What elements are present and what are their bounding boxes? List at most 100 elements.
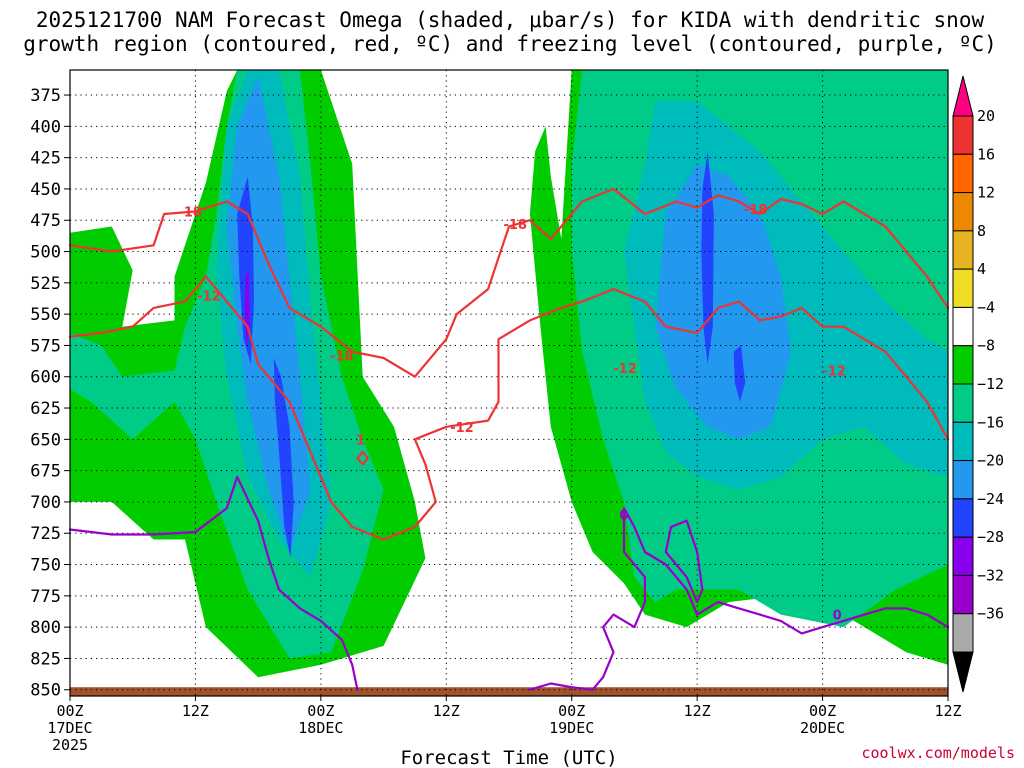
y-tick-label-750: 750 (30, 556, 61, 576)
omega-region-a-core1 (237, 176, 254, 365)
colorbar-segment-9 (952, 460, 974, 500)
colorbar-bottom-arrow (952, 651, 974, 693)
x-tick-label-72: 00Z (809, 702, 836, 720)
y-tick-label-700: 700 (30, 493, 61, 513)
x-date-label-72: 20DEC (800, 719, 845, 737)
colorbar-label-3: 8 (977, 222, 986, 240)
grid-lines (70, 70, 948, 696)
colorbar-label-5: −4 (977, 298, 995, 316)
omega-region-b-vstrong (655, 163, 792, 440)
y-tick-label-625: 625 (30, 399, 61, 419)
y-tick-label-550: 550 (30, 305, 61, 325)
x-tick-label-48: 00Z (558, 702, 585, 720)
omega-region-b-core2 (733, 345, 746, 402)
colorbar-label-8: −16 (977, 413, 1004, 431)
x-date-label-24: 18DEC (298, 719, 343, 737)
colorbar-label-12: −32 (977, 566, 1004, 584)
y-tick-label-600: 600 (30, 368, 61, 388)
colorbar-segment-10 (952, 498, 974, 538)
y-tick-label-800: 800 (30, 618, 61, 638)
colorbar-top-arrow (952, 75, 974, 117)
colorbar-label-0: 20 (977, 107, 995, 125)
y-tick-label-525: 525 (30, 274, 61, 294)
contour-line-4 (528, 507, 950, 691)
x-tick-label-60: 12Z (684, 702, 711, 720)
plot-frame (69, 69, 949, 697)
colorbar-label-4: 4 (977, 260, 986, 278)
colorbar-segment-1 (952, 153, 974, 194)
colorbar-label-1: 16 (977, 145, 995, 163)
chart-title-line2: growth region (contoured, red, ºC) and f… (23, 32, 997, 56)
y-tick-label-450: 450 (30, 180, 61, 200)
omega-shading (70, 70, 948, 678)
plot-area: -18 -12 -18 1 -12 -18 -12 -18 -12 0 0 (68, 69, 950, 697)
colorbar-segment-11 (952, 536, 974, 576)
colorbar-label-9: −20 (977, 452, 1004, 470)
contour-label-0: -18 (178, 205, 202, 220)
x-tick-label-36: 12Z (433, 702, 460, 720)
y-tick-label-475: 475 (30, 211, 61, 231)
contour-label-5: -18 (504, 218, 528, 233)
y-tick-label-400: 400 (30, 117, 61, 137)
colorbar-label-6: −8 (977, 337, 995, 355)
colorbar-segment-4 (952, 268, 974, 308)
y-tick-label-850: 850 (30, 681, 61, 701)
x-date-label-48: 19DEC (549, 719, 594, 737)
colorbar-segment-2 (952, 192, 974, 232)
colorbar-segment-3 (952, 230, 974, 270)
contour-label-8: -12 (822, 364, 846, 379)
contour-line-3 (68, 475, 359, 691)
contour-label-9: 0 (833, 609, 842, 624)
colorbar-segment-8 (952, 421, 974, 462)
colorbar-segment-6 (952, 345, 974, 385)
colorbar-label-7: −12 (977, 375, 1004, 393)
x-year-label: 2025 (52, 736, 88, 754)
colorbar-segment-13 (952, 613, 974, 653)
y-tick-label-775: 775 (30, 587, 61, 607)
contour-label-3: 1 (356, 433, 365, 448)
y-axis: 375 400 425 450 475 500 525 550 575 600 625 650 675 7… (30, 86, 70, 701)
y-tick-label-425: 425 (30, 149, 61, 169)
contour-line-5 (664, 519, 704, 604)
y-tick-label-825: 825 (30, 649, 61, 669)
contour-label-4: -12 (450, 421, 474, 436)
y-tick-label-675: 675 (30, 462, 61, 482)
colorbar-segment-12 (952, 574, 974, 615)
ground-band (70, 687, 948, 696)
contour-label-7: -18 (744, 203, 768, 218)
colorbar: 20 16 12 8 4 −4 −8 −12 −16 −20 −24 −28 −32 −36 (952, 75, 1004, 693)
credit-text: coolwx.com/models (861, 744, 1015, 762)
contour-line-2 (356, 450, 369, 466)
x-date-label-0: 17DEC (47, 719, 92, 737)
colorbar-segment-5 (952, 306, 974, 347)
contour-line-1 (68, 275, 950, 541)
y-tick-label-725: 725 (30, 524, 61, 544)
colorbar-label-13: −36 (977, 605, 1004, 623)
x-tick-label-0: 00Z (56, 702, 83, 720)
contour-labels: -18 -12 -18 1 -12 -18 -12 -18 -12 0 0 (178, 203, 845, 624)
x-tick-label-24: 00Z (307, 702, 334, 720)
contour-label-2: -18 (330, 349, 354, 364)
contour-lines (68, 187, 950, 691)
y-tick-label-500: 500 (30, 243, 61, 263)
colorbar-label-10: −24 (977, 490, 1004, 508)
colorbar-label-2: 12 (977, 184, 995, 202)
colorbar-segment-7 (952, 383, 974, 423)
chart-title-line1: 2025121700 NAM Forecast Omega (shaded, μ… (36, 8, 985, 32)
contour-line-0 (68, 187, 950, 378)
x-tick-label-12: 12Z (182, 702, 209, 720)
y-tick-label-375: 375 (30, 86, 61, 106)
y-tick-label-575: 575 (30, 336, 61, 356)
contour-label-6: -12 (613, 362, 637, 377)
colorbar-label-11: −28 (977, 528, 1004, 546)
omega-region-b-core1 (701, 151, 714, 365)
x-axis-label: Forecast Time (UTC) (400, 747, 617, 768)
contour-label-1: -12 (197, 289, 221, 304)
colorbar-segment-0 (952, 115, 974, 155)
contour-label-10: 0 (619, 508, 628, 523)
x-tick-label-84: 12Z (934, 702, 961, 720)
ground-layer (70, 687, 948, 696)
y-tick-label-650: 650 (30, 430, 61, 450)
